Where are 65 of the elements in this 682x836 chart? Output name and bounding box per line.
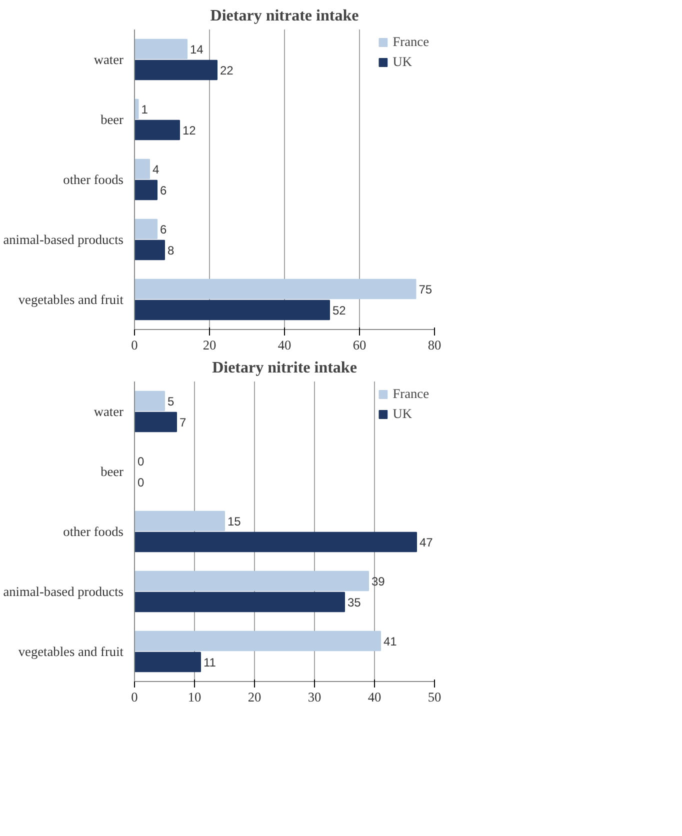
data-label: 0	[138, 476, 144, 490]
legend-label: UK	[392, 406, 413, 422]
legend-label: UK	[392, 54, 413, 70]
x-tick-label: 40	[368, 690, 382, 704]
y-tick-label: vegetables and fruit	[18, 644, 124, 659]
data-label: 5	[168, 394, 174, 408]
x-tick-label: 40	[278, 338, 292, 352]
data-label: 75	[418, 282, 432, 296]
data-label: 14	[190, 42, 204, 56]
y-tick-label: beer	[100, 112, 124, 127]
bar	[134, 652, 201, 672]
x-tick-label: 0	[131, 338, 138, 352]
bar	[134, 158, 150, 180]
data-label: 11	[204, 656, 216, 670]
bar	[134, 390, 165, 412]
y-tick-label: beer	[100, 464, 124, 479]
data-label: 47	[420, 536, 434, 550]
bar	[134, 412, 177, 432]
legend-label: France	[392, 386, 429, 402]
y-tick-label: animal-based products	[3, 232, 124, 247]
data-label: 6	[160, 222, 167, 236]
x-tick-label: 20	[248, 690, 262, 704]
data-label: 7	[180, 416, 186, 430]
y-tick-label: water	[94, 52, 124, 67]
x-tick-label: 10	[188, 690, 202, 704]
y-tick-label: water	[94, 404, 124, 419]
data-label: 12	[182, 124, 196, 138]
bar	[134, 630, 381, 652]
bar	[134, 300, 330, 320]
data-label: 22	[220, 64, 234, 78]
x-tick-label: 80	[428, 338, 442, 352]
data-label: 0	[138, 454, 144, 468]
data-label: 4	[152, 162, 160, 176]
data-label: 6	[160, 184, 167, 198]
data-label: 39	[372, 574, 386, 588]
data-label: 41	[384, 634, 398, 648]
bar	[134, 570, 369, 592]
x-tick-label: 60	[352, 338, 366, 352]
bar	[134, 98, 139, 120]
x-tick-label: 50	[428, 690, 442, 704]
chart-title: Dietary nitrite intake	[212, 360, 357, 376]
bar	[134, 180, 158, 200]
data-label: 8	[168, 244, 174, 258]
x-tick-label: 30	[308, 690, 322, 704]
bar	[134, 532, 417, 552]
chart-title: Dietary nitrate intake	[210, 8, 359, 24]
y-tick-label: other foods	[63, 524, 124, 539]
bar	[134, 592, 345, 612]
bar	[134, 120, 180, 140]
bar	[134, 278, 416, 300]
bar	[134, 218, 158, 240]
bar	[134, 510, 225, 532]
data-label: 15	[228, 514, 242, 528]
y-tick-label: animal-based products	[3, 584, 124, 599]
x-tick-label: 0	[131, 690, 138, 704]
bar	[134, 60, 218, 80]
legend-label: France	[392, 34, 429, 50]
bar	[134, 38, 188, 60]
data-label: 1	[141, 102, 148, 116]
data-label: 52	[332, 304, 346, 318]
y-tick-label: vegetables and fruit	[18, 292, 124, 307]
data-label: 35	[348, 596, 362, 610]
x-tick-label: 20	[202, 338, 216, 352]
bar	[134, 240, 165, 260]
y-tick-label: other foods	[63, 172, 124, 187]
